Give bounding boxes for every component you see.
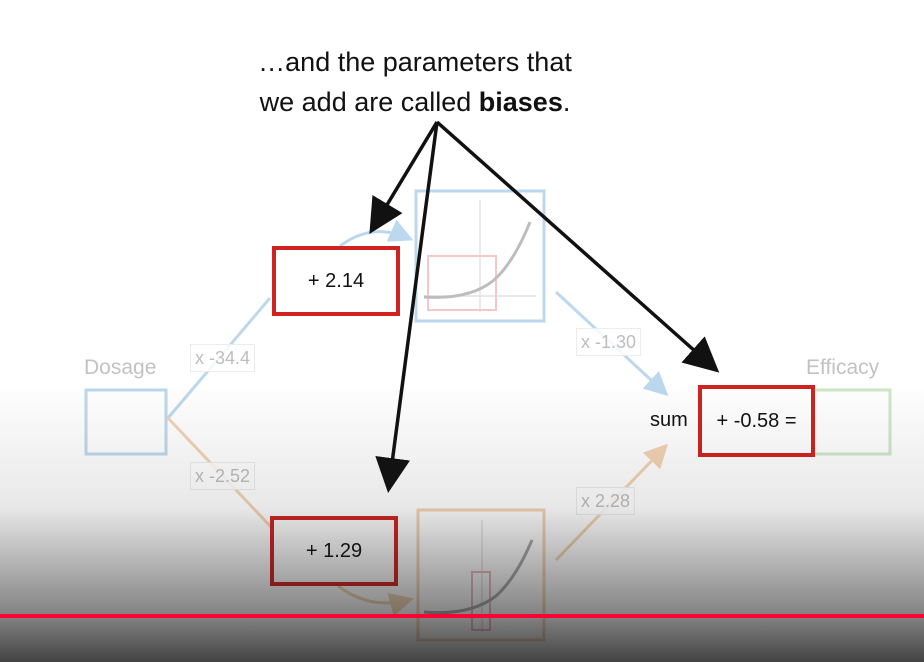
input-node: [84, 388, 168, 456]
input-label: Dosage: [84, 356, 157, 379]
hidden-node-top-range: [427, 255, 497, 311]
connection-bottom-bias-to-node: [337, 584, 414, 617]
video-progress-bar[interactable]: [0, 614, 924, 618]
output-node: [810, 388, 892, 456]
weight-top-out: x -1.30: [576, 328, 642, 356]
bias-box-top: + 2.14: [272, 246, 400, 316]
weight-bottom-in: x -2.52: [190, 462, 256, 490]
sum-label: sum: [650, 409, 688, 431]
video-progress-fill: [0, 614, 924, 618]
hidden-node-top: [414, 189, 546, 323]
bias-box-output: + -0.58 =: [698, 385, 815, 457]
caption-line-1: …and the parameters that: [258, 47, 572, 77]
caption-line-2: we add are called biases.: [0, 82, 830, 122]
pointer-arrow-top-bias: [369, 121, 439, 234]
caption-keyword: biases: [478, 87, 563, 117]
weight-top-in: x -34.4: [190, 344, 256, 372]
connection-top-bias-to-node: [339, 219, 414, 248]
pointer-arrow-output-bias: [435, 120, 720, 373]
hidden-node-bottom-curve: [423, 539, 534, 615]
bias-box-bottom: + 1.29: [270, 516, 398, 586]
caption-line-2-suffix: .: [562, 87, 571, 117]
hidden-node-bottom: [416, 508, 546, 642]
caption: …and the parameters that we add are call…: [0, 42, 830, 122]
caption-line-2-prefix: we add are called: [259, 87, 479, 117]
hidden-node-top-curve: [423, 221, 532, 299]
output-label: Efficacy: [806, 356, 880, 379]
weight-bottom-out: x 2.28: [576, 487, 636, 515]
